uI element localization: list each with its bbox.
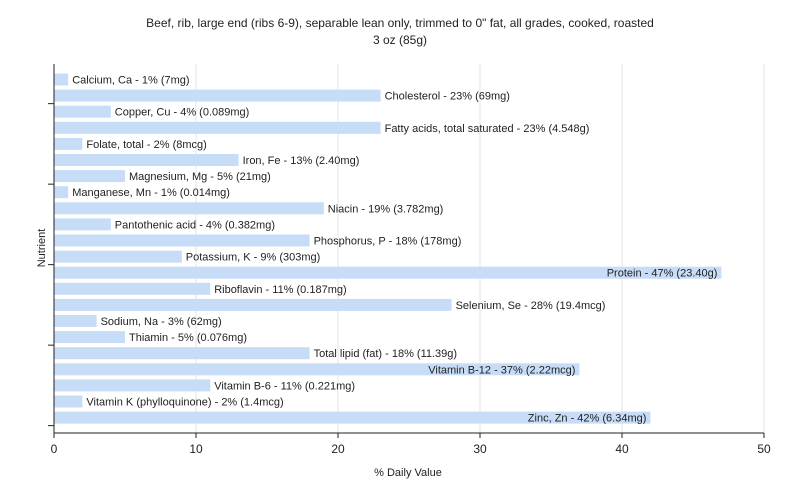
- bar-label-17: Total lipid (fat) - 18% (11.39g): [314, 348, 457, 360]
- bar-label-4: Folate, total - 2% (8mcg): [86, 139, 206, 151]
- bar-3: [54, 121, 381, 134]
- bar-label-6: Magnesium, Mg - 5% (21mg): [129, 171, 271, 183]
- bar-19: [54, 379, 211, 392]
- chart-subtitle: 3 oz (85g): [373, 33, 427, 47]
- bar-label-8: Niacin - 19% (3.782mg): [328, 203, 444, 215]
- bar-label-2: Copper, Cu - 4% (0.089mg): [115, 107, 250, 119]
- bar-13: [54, 282, 211, 295]
- y-axis-label: Nutrient: [36, 229, 48, 268]
- bar-7: [54, 186, 69, 199]
- x-tick-label-40: 40: [615, 442, 629, 456]
- x-tick-label-20: 20: [331, 442, 345, 456]
- bar-label-12: Protein - 47% (23.40g): [607, 268, 718, 280]
- bar-label-18: Vitamin B-12 - 37% (2.22mcg): [428, 364, 575, 376]
- bar-label-5: Iron, Fe - 13% (2.40mg): [243, 155, 360, 167]
- bar-label-11: Potassium, K - 9% (303mg): [186, 252, 320, 264]
- bar-8: [54, 202, 324, 215]
- bar-21: [54, 411, 651, 424]
- bar-15: [54, 315, 97, 327]
- bars: Calcium, Ca - 1% (7mg) Cholesterol - 23% …: [54, 73, 722, 425]
- bar-label-0: Calcium, Ca - 1% (7mg): [72, 75, 189, 87]
- x-tick-label-10: 10: [189, 442, 203, 456]
- chart-title: Beef, rib, large end (ribs 6-9), separab…: [146, 16, 654, 30]
- bar-17: [54, 347, 310, 360]
- bar-label-3: Fatty acids, total saturated - 23% (4.54…: [385, 123, 590, 135]
- bar-4: [54, 137, 83, 150]
- x-tick-label-30: 30: [473, 442, 487, 456]
- bar-14: [54, 298, 452, 311]
- bar-label-16: Thiamin - 5% (0.076mg): [129, 332, 247, 344]
- bar-10: [54, 234, 310, 247]
- bar-label-19: Vitamin B-6 - 11% (0.221mg): [214, 380, 355, 392]
- bar-6: [54, 170, 125, 183]
- bar-12: [54, 266, 722, 279]
- bar-label-13: Riboflavin - 11% (0.187mg): [214, 284, 346, 296]
- bar-20: [54, 395, 83, 408]
- bar-label-9: Pantothenic acid - 4% (0.382mg): [115, 219, 275, 231]
- bar-2: [54, 105, 111, 118]
- x-tick-label-50: 50: [757, 442, 771, 456]
- bar-label-1: Cholesterol - 23% (69mg): [385, 91, 510, 103]
- bar-label-10: Phosphorus, P - 18% (178mg): [314, 236, 462, 248]
- bar-label-7: Manganese, Mn - 1% (0.014mg): [72, 187, 230, 199]
- bar-label-21: Zinc, Zn - 42% (6.34mg): [528, 413, 647, 425]
- bar-16: [54, 331, 125, 344]
- bar-0: [54, 73, 69, 86]
- bar-11: [54, 250, 182, 263]
- x-tick-label-0: 0: [51, 442, 58, 456]
- bar-5: [54, 154, 239, 166]
- bar-label-14: Selenium, Se - 28% (19.4mcg): [456, 300, 606, 312]
- bar-label-15: Sodium, Na - 3% (62mg): [101, 316, 222, 328]
- bar-1: [54, 89, 381, 102]
- x-axis-label: % Daily Value: [374, 467, 442, 479]
- bar-label-20: Vitamin K (phylloquinone) - 2% (1.4mcg): [86, 397, 283, 409]
- bar-18: [54, 363, 580, 376]
- gridlines: [195, 64, 765, 433]
- axes: 0 10 20 30 40 50: [48, 64, 771, 456]
- bar-9: [54, 218, 111, 231]
